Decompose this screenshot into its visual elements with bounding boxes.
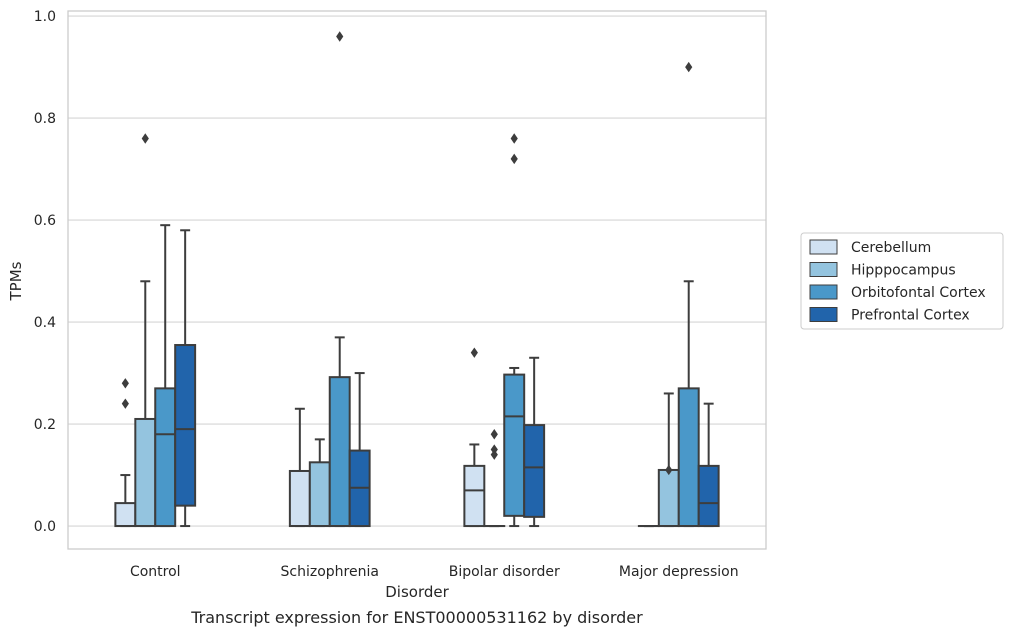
- legend-entry: Cerebellum: [851, 240, 931, 256]
- legend-swatch: [809, 239, 838, 255]
- outlier-point: [121, 398, 129, 409]
- outlier-point: [470, 347, 478, 358]
- box-hipppocampus: [657, 392, 680, 528]
- box-prefrontal-cortex: [348, 372, 371, 528]
- box-body: [697, 464, 720, 528]
- box-orbitofontal-cortex: [154, 224, 177, 528]
- x-tick-label: Major depression: [619, 564, 739, 580]
- x-tick-label: Bipolar disorder: [449, 564, 560, 580]
- boxes: [114, 31, 720, 528]
- box-body: [154, 387, 177, 528]
- y-tick-label: 0.8: [34, 111, 56, 127]
- box-body: [677, 387, 700, 528]
- outlier-point: [336, 31, 344, 42]
- box-prefrontal-cortex: [697, 402, 720, 528]
- box-body: [288, 469, 311, 528]
- x-tick-labels: Control Schizophrenia Bipolar disorder Majo…: [130, 564, 739, 580]
- outlier-point: [141, 133, 149, 144]
- legend-swatch: [809, 262, 838, 277]
- box-orbitofontal-cortex: [677, 61, 700, 528]
- box-hipppocampus: [483, 429, 506, 528]
- y-tick-label: 0.4: [34, 315, 56, 331]
- box-body: [523, 424, 546, 518]
- y-tick-label: 0.0: [34, 519, 56, 535]
- box-cerebellum: [463, 347, 486, 528]
- outlier-point: [510, 153, 518, 165]
- outlier-point: [490, 429, 498, 440]
- y-tick-label: 1.0: [34, 9, 56, 25]
- box-body: [134, 417, 157, 528]
- outlier-point: [665, 464, 673, 476]
- legend-entry: Orbitofontal Cortex: [851, 285, 986, 301]
- box-body: [174, 344, 197, 507]
- x-tick-label: Control: [130, 564, 181, 580]
- box-orbitofontal-cortex: [503, 133, 526, 528]
- y-tick-labels: 0.0 0.2 0.4 0.6 0.8 1.0: [34, 9, 56, 535]
- chart-caption: Transcript expression for ENST0000053116…: [190, 608, 643, 627]
- box-body: [463, 464, 486, 528]
- plot-frame: [67, 10, 767, 550]
- y-axis-label: TPMs: [7, 261, 25, 301]
- box-body: [328, 376, 351, 528]
- y-tick-label: 0.2: [34, 417, 56, 433]
- box-prefrontal-cortex: [523, 356, 546, 528]
- legend-entry: Prefrontal Cortex: [851, 308, 970, 324]
- legend: Cerebellum Hipppocampus Orbitofontal Corte…: [800, 232, 1004, 330]
- x-tick-label: Schizophrenia: [281, 564, 379, 580]
- box-body: [503, 373, 526, 517]
- outlier-point: [685, 61, 693, 73]
- box-orbitofontal-cortex: [328, 31, 351, 528]
- legend-entry: Hipppocampus: [851, 263, 956, 279]
- box-body: [308, 461, 331, 528]
- x-axis-label: Disorder: [385, 583, 449, 601]
- legend-frame: [800, 232, 1004, 330]
- legend-swatch: [809, 284, 838, 300]
- y-tick-label: 0.6: [34, 213, 56, 229]
- box-prefrontal-cortex: [174, 229, 197, 528]
- outlier-point: [490, 444, 498, 455]
- box-body: [114, 502, 137, 528]
- legend-swatch: [809, 307, 838, 322]
- box-hipppocampus: [308, 438, 331, 528]
- outlier-point: [121, 378, 129, 389]
- box-cerebellum: [114, 378, 137, 528]
- outlier-point: [510, 133, 518, 144]
- box-body: [657, 468, 680, 528]
